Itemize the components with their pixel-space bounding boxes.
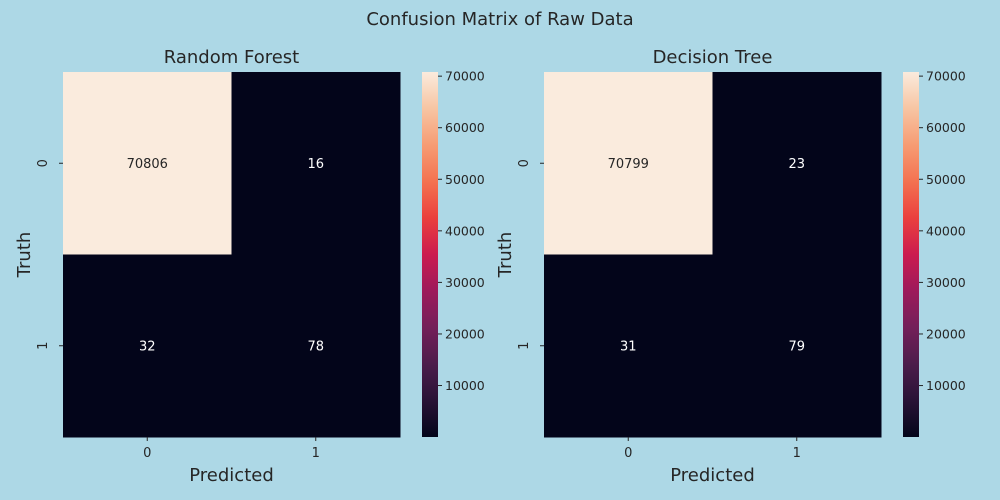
y-axis-label: Truth	[495, 232, 516, 279]
heatmap-panels: 70806 16 32 78 Random Forest 0 1 0 1 Predicted Tru…	[14, 47, 966, 486]
x-axis-label: Predicted	[670, 465, 755, 486]
colorbar-tick-label: 30000	[445, 275, 485, 290]
y-axis-label: Truth	[14, 232, 35, 279]
colorbar	[903, 72, 919, 437]
y-tick-label: 1	[36, 342, 51, 350]
heatmap-cell	[231, 254, 401, 438]
x-axis-label: Predicted	[189, 465, 274, 486]
colorbar-tick-label: 10000	[926, 378, 966, 393]
heatmap-cell	[712, 254, 882, 438]
colorbar-tick-label: 70000	[445, 69, 485, 84]
heatmap-cell	[712, 72, 882, 255]
heatmap-cell	[63, 72, 232, 255]
colorbar-tick-label: 40000	[926, 223, 966, 238]
figure-title: Confusion Matrix of Raw Data	[366, 9, 633, 30]
cell-value-label: 70799	[608, 157, 649, 172]
cell-value-label: 79	[788, 339, 805, 354]
colorbar-tick-label: 40000	[445, 223, 485, 238]
cell-value-label: 32	[139, 339, 156, 354]
y-tick-label: 1	[517, 342, 532, 350]
subplot-title: Decision Tree	[653, 47, 773, 68]
cell-value-label: 78	[307, 339, 324, 354]
x-tick-label: 0	[624, 446, 632, 461]
colorbar-tick-label: 10000	[445, 378, 485, 393]
heatmap-cell	[63, 254, 232, 438]
x-tick-label: 0	[143, 446, 151, 461]
y-tick-label: 0	[517, 159, 532, 167]
heatmap-cell	[544, 72, 713, 255]
cell-value-label: 23	[788, 157, 805, 172]
y-tick-label: 0	[36, 159, 51, 167]
heatmap-cell	[231, 72, 401, 255]
cell-value-label: 31	[620, 339, 637, 354]
colorbar-tick-label: 50000	[445, 172, 485, 187]
cell-value-label: 70806	[127, 157, 168, 172]
subplot-title: Random Forest	[164, 47, 299, 68]
x-tick-label: 1	[312, 446, 320, 461]
x-tick-label: 1	[793, 446, 801, 461]
colorbar-tick-label: 60000	[926, 120, 966, 135]
colorbar-tick-label: 50000	[926, 172, 966, 187]
colorbar-tick-label: 60000	[445, 120, 485, 135]
colorbar-tick-label: 30000	[926, 275, 966, 290]
heatmap-cell	[544, 254, 713, 438]
colorbar-tick-label: 70000	[926, 69, 966, 84]
colorbar-tick-label: 20000	[445, 326, 485, 341]
colorbar	[422, 72, 438, 437]
cell-value-label: 16	[307, 157, 324, 172]
heatmap-panel-1: 70799 23 31 79 Decision Tree 0 1 0 1 Predicted Tru…	[495, 47, 966, 486]
colorbar-tick-label: 20000	[926, 326, 966, 341]
heatmap-panel-0: 70806 16 32 78 Random Forest 0 1 0 1 Predicted Tru…	[14, 47, 485, 486]
